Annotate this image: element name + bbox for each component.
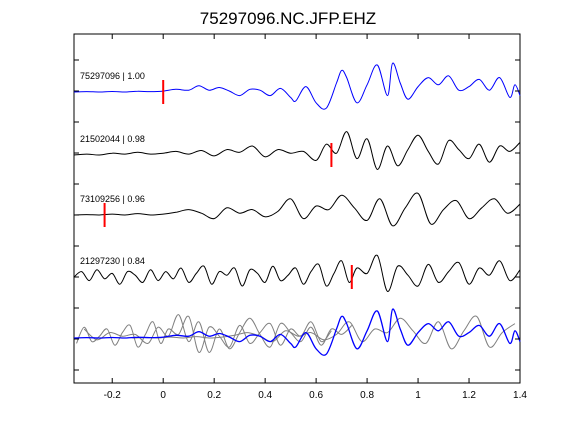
x-tick-label: 0 xyxy=(160,390,166,401)
traces-group xyxy=(73,62,521,292)
x-tick-label: 1 xyxy=(415,390,421,401)
x-tick-label: 0.8 xyxy=(360,390,374,401)
trace-3-line xyxy=(73,192,521,227)
x-tick-label: 1.2 xyxy=(462,390,476,401)
overlay-group xyxy=(73,308,521,356)
axes-group: -0.2 0 0.2 0.4 0.6 0.8 1 1.2 1.4 xyxy=(74,34,527,401)
x-tick-label: 0.2 xyxy=(207,390,221,401)
plot-frame xyxy=(73,33,521,384)
x-tick-label: -0.2 xyxy=(104,390,122,401)
overlay-trace-3 xyxy=(132,315,516,350)
overlay-trace-1 xyxy=(73,308,521,356)
picks-group xyxy=(103,80,353,289)
labels-group: 75297096 | 1.00 21502044 | 0.98 73109256 |… xyxy=(80,71,145,266)
trace-1-label: 75297096 | 1.00 xyxy=(80,71,145,81)
trace-3-label: 73109256 | 0.96 xyxy=(80,194,145,204)
overlay-trace-2 xyxy=(83,314,353,353)
chart-title: 75297096.NC.JFP.EHZ xyxy=(200,9,376,28)
trace-2-label: 21502044 | 0.98 xyxy=(80,134,145,144)
trace-4-label: 21297230 | 0.84 xyxy=(80,256,145,266)
overlay-trace-4 xyxy=(76,315,332,353)
x-tick-label: 0.6 xyxy=(309,390,323,401)
x-tick-label: 0.4 xyxy=(258,390,272,401)
trace-1-line xyxy=(73,62,521,110)
trace-2-line xyxy=(73,131,521,170)
trace-4-line xyxy=(73,254,521,292)
x-tick-label: 1.4 xyxy=(513,390,527,401)
